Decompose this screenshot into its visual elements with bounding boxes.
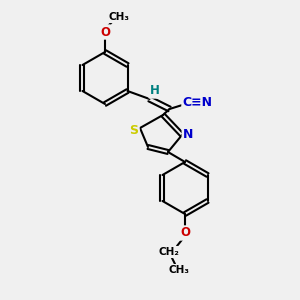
Text: CH₃: CH₃ [169, 265, 190, 275]
Text: N: N [183, 128, 193, 142]
Text: O: O [180, 226, 190, 239]
Text: H: H [150, 85, 160, 98]
Text: CH₃: CH₃ [109, 12, 130, 22]
Text: O: O [100, 26, 110, 38]
Text: S: S [130, 124, 139, 136]
Text: CH₂: CH₂ [159, 247, 179, 257]
Text: C≡N: C≡N [182, 95, 212, 109]
